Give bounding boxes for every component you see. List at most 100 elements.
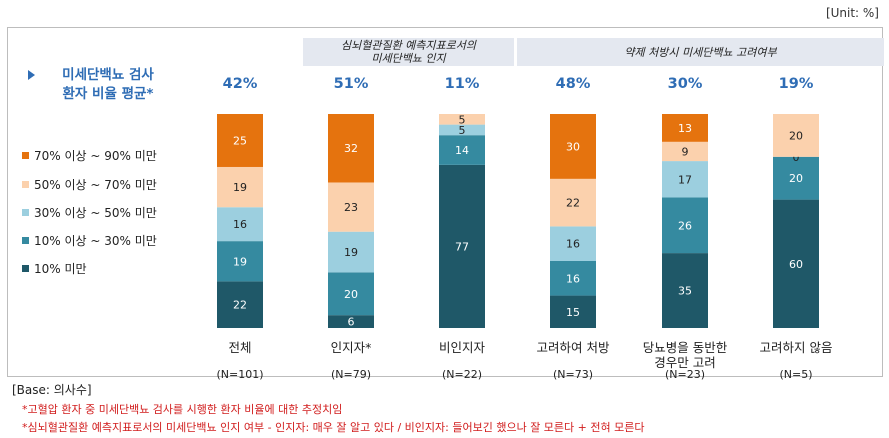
bar-value-label: 32 [344, 142, 358, 155]
bar-segment [217, 114, 263, 167]
legend-label: 10% 이상 ~ 30% 미만 [34, 234, 157, 248]
legend-swatch [22, 152, 29, 159]
bar-value-label: 0 [793, 151, 800, 164]
bar-value-label: 35 [678, 285, 692, 298]
group-header: 약제 처방시 미세단백뇨 고려여부 [517, 38, 884, 66]
bar-value-label: 19 [233, 255, 247, 268]
legend-item: 70% 이상 ~ 90% 미만 [22, 148, 157, 164]
average-value: 19% [778, 76, 814, 92]
bar-segment [439, 135, 485, 165]
chart-frame [7, 27, 883, 377]
category-label: 비인지자 [438, 340, 485, 355]
group-header-text: 약제 처방시 미세단백뇨 고려여부 [624, 45, 777, 59]
bar-segment [217, 241, 263, 282]
legend-swatch [22, 265, 29, 272]
sample-size-label: (N=79) [330, 368, 372, 381]
bar-value-label: 15 [566, 306, 580, 319]
bar-value-label: 5 [459, 113, 466, 126]
unit-label: [Unit: %] [825, 6, 879, 20]
legend-label: 70% 이상 ~ 90% 미만 [34, 149, 157, 163]
bar-segment [328, 315, 374, 328]
category-label: 고려하지 않음 [759, 340, 833, 355]
bar-segment [328, 114, 374, 183]
bar-value-label: 17 [678, 173, 692, 186]
group-header-text: 심뇌혈관질환 예측지표로서의 미세단백뇨 인지 [340, 39, 477, 65]
bar-segment [550, 114, 596, 179]
bar-segment [439, 114, 485, 125]
legend-swatch [22, 237, 29, 244]
bar-segment [439, 164, 485, 328]
bar-value-label: 22 [233, 299, 247, 312]
bar-value-label: 20 [789, 129, 803, 142]
side-title-text: 미세단백뇨 검사 환자 비율 평균* [62, 67, 154, 102]
bar-segment [550, 226, 596, 261]
sample-size-label: (N=5) [779, 368, 813, 381]
bar-segment [217, 281, 263, 328]
bar-segment [217, 166, 263, 208]
base-label: [Base: 의사수] [12, 383, 92, 397]
bar-value-label: 25 [233, 134, 247, 147]
bar-value-label: 26 [678, 219, 692, 232]
bar-segment [773, 156, 819, 200]
bar-value-label: 14 [455, 144, 469, 157]
bar-segment [662, 197, 708, 254]
bar-segment [662, 141, 708, 162]
bar-value-label: 60 [789, 258, 803, 271]
category-label: 인지자* [330, 340, 372, 355]
legend-label: 50% 이상 ~ 70% 미만 [34, 178, 157, 192]
bar-value-label: 30 [566, 140, 580, 153]
bar-segment [328, 231, 374, 273]
legend-item: 50% 이상 ~ 70% 미만 [22, 177, 157, 193]
bar-value-label: 22 [566, 197, 580, 210]
average-value: 51% [333, 76, 369, 92]
bar-value-label: 23 [344, 201, 358, 214]
side-title: 미세단백뇨 검사 환자 비율 평균* [28, 66, 188, 104]
legend-item: 10% 이상 ~ 30% 미만 [22, 233, 157, 249]
bar-value-label: 16 [566, 238, 580, 251]
bar-segment [550, 295, 596, 328]
legend-item: 30% 이상 ~ 50% 미만 [22, 205, 157, 221]
sample-size-label: (N=23) [664, 368, 706, 381]
footnote: *고혈압 환자 중 미세단백뇨 검사를 시행한 환자 비율에 대한 추정치임 [22, 403, 343, 416]
bar-segment [773, 114, 819, 157]
bar-value-label: 19 [344, 246, 358, 259]
average-value: 30% [667, 76, 703, 92]
legend-label: 30% 이상 ~ 50% 미만 [34, 206, 157, 220]
category-label: 전체 [228, 340, 252, 355]
legend-swatch [22, 209, 29, 216]
triangle-bullet-icon [28, 70, 35, 80]
bar-value-label: 19 [233, 181, 247, 194]
legend-swatch [22, 181, 29, 188]
bar-value-label: 6 [348, 316, 355, 329]
average-value: 48% [555, 76, 591, 92]
sample-size-label: (N=101) [216, 368, 264, 381]
bar-segment [439, 124, 485, 136]
bar-segment [217, 207, 263, 242]
group-header: 심뇌혈관질환 예측지표로서의 미세단백뇨 인지 [303, 38, 514, 66]
bar-segment [550, 260, 596, 296]
bar-segment [328, 182, 374, 232]
category-label: 고려하여 처방 [536, 340, 610, 355]
sample-size-label: (N=73) [552, 368, 594, 381]
bar-value-label: 16 [566, 272, 580, 285]
bar-segment [662, 114, 708, 142]
bar-value-label: 5 [459, 124, 466, 137]
bar-value-label: 20 [789, 172, 803, 185]
bar-segment [550, 178, 596, 227]
bar-value-label: 9 [682, 145, 689, 158]
bar-value-label: 20 [344, 288, 358, 301]
legend-label: 10% 미만 [34, 262, 87, 276]
category-label: 당뇨병을 동반한 경우만 고려 [642, 340, 728, 370]
average-value: 42% [222, 76, 258, 92]
footnote: *심뇌혈관질환 예측지표로서의 미세단백뇨 인지 여부 - 인지자: 매우 잘 … [22, 421, 645, 434]
bar-value-label: 16 [233, 218, 247, 231]
average-value: 11% [444, 76, 480, 92]
bar-segment [662, 161, 708, 198]
sample-size-label: (N=22) [441, 368, 483, 381]
legend-item: 10% 미만 [22, 261, 87, 277]
bar-segment [328, 272, 374, 316]
bar-segment [662, 253, 708, 328]
bar-value-label: 13 [678, 122, 692, 135]
bar-value-label: 77 [455, 240, 469, 253]
